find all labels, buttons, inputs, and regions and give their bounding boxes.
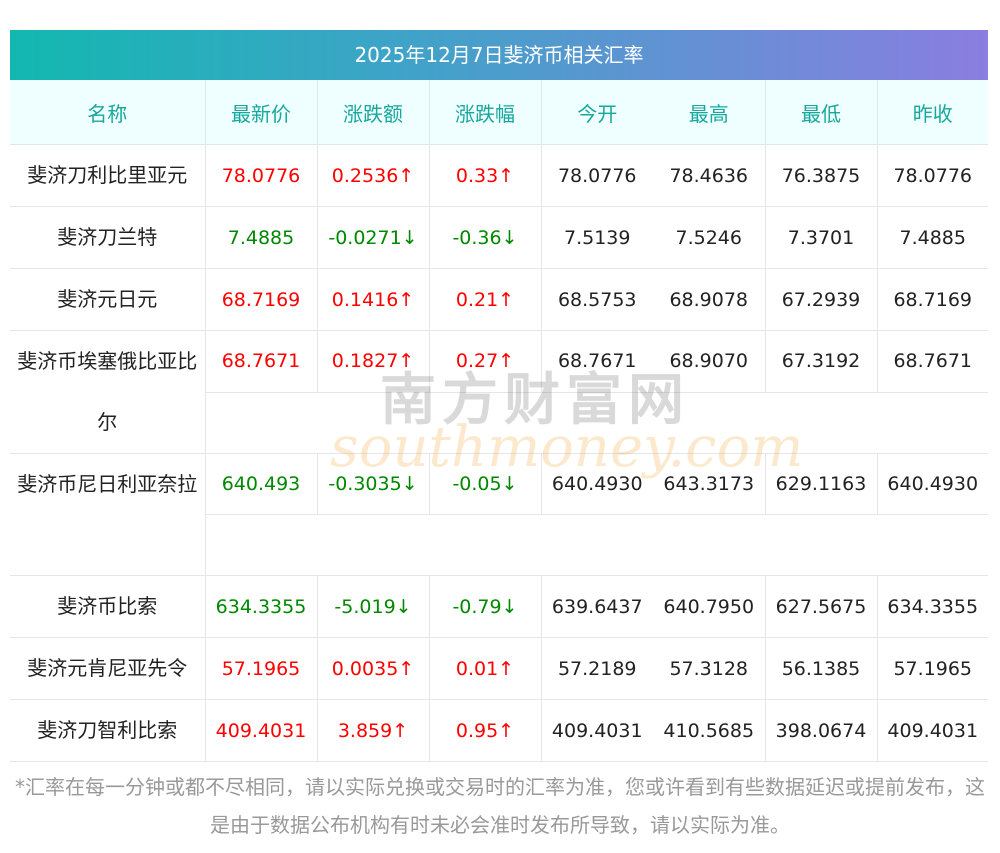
cell-open: 640.4930 (540, 453, 653, 515)
cell-low: 76.3875 (764, 144, 877, 207)
cell-open: 7.5139 (540, 206, 653, 269)
cell-open: 78.0776 (540, 144, 653, 207)
cell-high: 643.3173 (653, 453, 765, 515)
currency-name: 斐济币比索 (10, 575, 205, 638)
cell-high: 68.9070 (653, 330, 765, 393)
cell-low: 67.3192 (764, 330, 877, 393)
cell-low: 7.3701 (764, 206, 877, 269)
cell-pct: -0.79↓ (428, 575, 541, 638)
table-header: 名称 最新价 涨跌额 涨跌幅 今开 最高 最低 昨收 (10, 80, 988, 145)
currency-name: 斐济币埃塞俄比亚比尔 (10, 330, 205, 454)
cell-latest: 409.4031 (204, 699, 317, 762)
header-latest: 最新价 (204, 80, 317, 145)
cell-change: 0.0035↑ (316, 637, 429, 700)
cell-latest: 78.0776 (204, 144, 317, 207)
header-high: 最高 (653, 80, 765, 145)
cell-high: 640.7950 (653, 575, 765, 638)
table-row: 斐济刀利比里亚元 78.0776 0.2536↑ 0.33↑ 78.0776 78.463… (10, 144, 988, 207)
table-row: 斐济币尼日利亚奈拉 640.493 -0.3035↓ -0.05↓ 640.4930 64… (10, 453, 988, 576)
header-change: 涨跌额 (316, 80, 429, 145)
cell-pct: 0.33↑ (428, 144, 541, 207)
cell-pct: 0.01↑ (428, 637, 541, 700)
header-prev: 昨收 (876, 80, 988, 145)
cell-open: 639.6437 (540, 575, 653, 638)
currency-name: 斐济元肯尼亚先令 (10, 637, 205, 700)
cell-change: -5.019↓ (316, 575, 429, 638)
cell-prev: 409.4031 (876, 699, 988, 762)
cell-prev: 640.4930 (876, 453, 988, 515)
cell-prev: 57.1965 (876, 637, 988, 700)
header-name: 名称 (10, 80, 205, 145)
cell-change: 0.1416↑ (316, 268, 429, 331)
cell-low: 56.1385 (764, 637, 877, 700)
table-row-spacer (10, 514, 988, 576)
table-row-spacer (10, 392, 988, 454)
cell-latest: 640.493 (204, 453, 317, 515)
table-row: 斐济刀兰特 7.4885 -0.0271↓ -0.36↓ 7.5139 7.5246 7.3… (10, 206, 988, 269)
cell-change: -0.3035↓ (316, 453, 429, 515)
cell-low: 398.0674 (764, 699, 877, 762)
cell-prev: 78.0776 (876, 144, 988, 207)
empty-cell (204, 514, 988, 576)
table-row: 斐济元日元 68.7169 0.1416↑ 0.21↑ 68.5753 68.9078 67… (10, 268, 988, 331)
cell-high: 7.5246 (653, 206, 765, 269)
disclaimer-note: *汇率在每一分钟或都不尽相同，请以实际兑换或交易时的汇率为准，您或许看到有些数据… (15, 775, 985, 837)
cell-open: 68.5753 (540, 268, 653, 331)
cell-low: 67.2939 (764, 268, 877, 331)
table-row: 斐济币埃塞俄比亚比尔 68.7671 0.1827↑ 0.27↑ 68.7671 68.9… (10, 330, 988, 454)
table-row: 斐济元肯尼亚先令 57.1965 0.0035↑ 0.01↑ 57.2189 57.312… (10, 637, 988, 700)
cell-low: 627.5675 (764, 575, 877, 638)
currency-name: 斐济币尼日利亚奈拉 (10, 453, 205, 576)
cell-latest: 68.7671 (204, 330, 317, 393)
currency-name: 斐济元日元 (10, 268, 205, 331)
empty-cell (204, 392, 988, 454)
cell-latest: 634.3355 (204, 575, 317, 638)
cell-latest: 57.1965 (204, 637, 317, 700)
exchange-rate-table: 名称 最新价 涨跌额 涨跌幅 今开 最高 最低 昨收 斐济刀利比里亚元 78.07… (10, 80, 988, 762)
table-row: 斐济币比索 634.3355 -5.019↓ -0.79↓ 639.6437 640.79… (10, 575, 988, 638)
cell-high: 78.4636 (653, 144, 765, 207)
page-title: 2025年12月7日斐济币相关汇率 (10, 30, 988, 80)
cell-change: -0.0271↓ (316, 206, 429, 269)
cell-prev: 7.4885 (876, 206, 988, 269)
cell-prev: 68.7671 (876, 330, 988, 393)
cell-high: 410.5685 (653, 699, 765, 762)
cell-latest: 68.7169 (204, 268, 317, 331)
currency-name: 斐济刀智利比索 (10, 699, 205, 762)
cell-prev: 634.3355 (876, 575, 988, 638)
cell-pct: 0.21↑ (428, 268, 541, 331)
cell-pct: 0.95↑ (428, 699, 541, 762)
cell-change: 3.859↑ (316, 699, 429, 762)
cell-high: 57.3128 (653, 637, 765, 700)
cell-low: 629.1163 (764, 453, 877, 515)
cell-latest: 7.4885 (204, 206, 317, 269)
cell-change: 0.1827↑ (316, 330, 429, 393)
cell-pct: -0.05↓ (428, 453, 541, 515)
currency-name: 斐济刀兰特 (10, 206, 205, 269)
cell-pct: 0.27↑ (428, 330, 541, 393)
cell-open: 68.7671 (540, 330, 653, 393)
header-pct: 涨跌幅 (428, 80, 541, 145)
cell-high: 68.9078 (653, 268, 765, 331)
cell-open: 57.2189 (540, 637, 653, 700)
cell-prev: 68.7169 (876, 268, 988, 331)
header-open: 今开 (540, 80, 653, 145)
table-row: 斐济刀智利比索 409.4031 3.859↑ 0.95↑ 409.4031 410.56… (10, 699, 988, 762)
header-low: 最低 (764, 80, 877, 145)
cell-pct: -0.36↓ (428, 206, 541, 269)
cell-change: 0.2536↑ (316, 144, 429, 207)
cell-open: 409.4031 (540, 699, 653, 762)
currency-name: 斐济刀利比里亚元 (10, 144, 205, 207)
